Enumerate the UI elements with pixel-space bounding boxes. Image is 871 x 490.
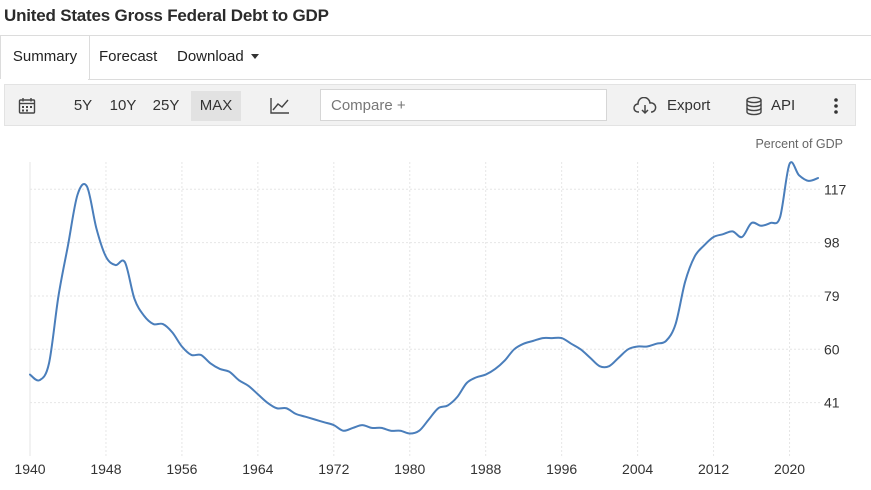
export-button[interactable]: Export [633,91,713,121]
tab-bar-divider [88,79,871,80]
x-tick-label: 1996 [546,461,577,477]
range-10y-button[interactable]: 10Y [109,97,137,114]
series-line [29,161,819,435]
compare-input[interactable] [320,89,607,121]
x-tick-label: 2012 [698,461,729,477]
tab-download[interactable]: Download [177,36,259,79]
x-tick-label: 2004 [622,461,653,477]
database-icon [746,96,762,116]
debt-to-gdp-chart: 41 60 79 98 117 1940 1948 1956 1964 1972 1980 1988… [14,137,847,477]
export-label: Export [667,97,711,114]
x-tick-label: 1988 [470,461,501,477]
x-axis-labels: 1940 1948 1956 1964 1972 1980 1988 1996 2004 2012… [14,461,805,477]
y-axis-unit-label: Percent of GDP [755,137,843,151]
range-5y-button[interactable]: 5Y [73,97,93,114]
api-button[interactable]: API [743,91,803,121]
x-tick-label: 1964 [242,461,273,477]
tab-bar: Summary Forecast Download [0,36,871,80]
x-tick-label: 1972 [318,461,349,477]
x-tick-label: 1940 [14,461,45,477]
line-chart-icon [270,98,289,114]
range-max-button[interactable]: MAX [191,91,241,121]
tab-forecast[interactable]: Forecast [99,48,158,65]
range-25y-button[interactable]: 25Y [152,97,180,114]
chart-type-button[interactable] [267,91,293,121]
api-label: API [771,97,796,114]
tab-summary[interactable]: Summary [0,36,90,79]
chart-area: 41 60 79 98 117 1940 1948 1956 1964 1972 1980 1988… [0,126,871,485]
more-vertical-icon [834,98,838,114]
tab-download-label: Download [177,48,244,65]
y-tick-label: 60 [824,341,840,357]
calendar-icon [18,98,36,114]
chart-toolbar: 5Y 10Y 25Y MAX Export API [4,84,856,126]
page-title: United States Gross Federal Debt to GDP [4,6,329,25]
cloud-download-icon [633,97,657,115]
y-tick-label: 41 [824,395,840,411]
y-axis-labels: 41 60 79 98 117 [824,181,847,410]
caret-down-icon [250,53,259,59]
x-tick-label: 2020 [774,461,805,477]
y-tick-label: 79 [824,288,840,304]
x-tick-label: 1956 [166,461,197,477]
title-divider [0,35,871,36]
chart-grid [29,162,820,456]
x-tick-label: 1948 [90,461,121,477]
x-tick-label: 1980 [394,461,425,477]
more-options-button[interactable] [827,91,845,121]
y-tick-label: 98 [824,235,840,251]
calendar-button[interactable] [15,91,39,121]
y-tick-label: 117 [824,181,847,197]
